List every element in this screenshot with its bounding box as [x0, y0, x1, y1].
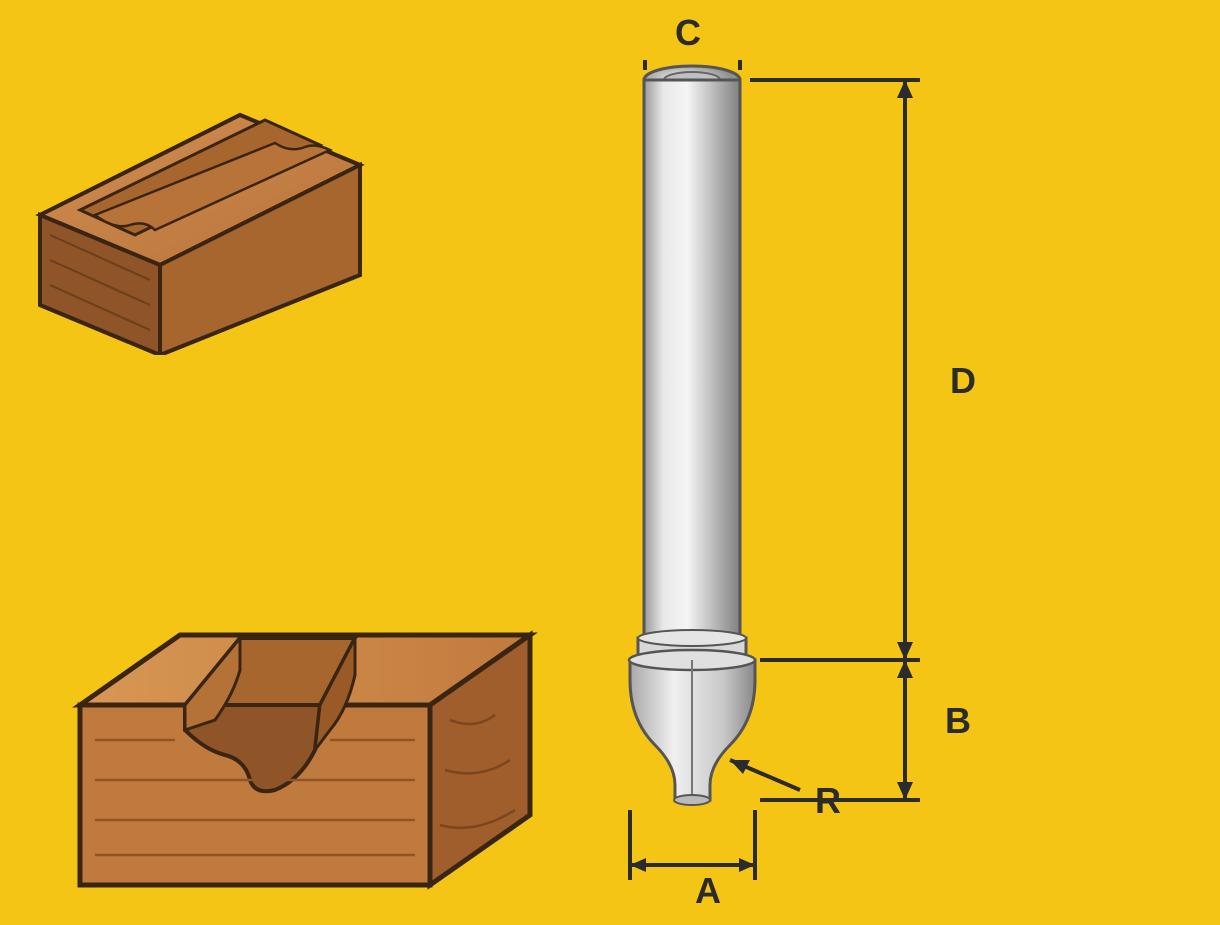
label-c: C [675, 12, 701, 54]
dimension-d [750, 80, 920, 660]
diagram-container: C D B R A [0, 0, 1220, 925]
label-d: D [950, 360, 976, 402]
wood-sample-top [20, 75, 380, 355]
dimension-b [760, 660, 920, 800]
label-b: B [945, 700, 971, 742]
dimension-a [630, 810, 755, 880]
label-r: R [815, 780, 841, 822]
label-a: A [695, 870, 721, 912]
dimension-r [730, 760, 800, 790]
router-bit-diagram [590, 60, 1030, 910]
wood-sample-bottom [65, 620, 545, 910]
